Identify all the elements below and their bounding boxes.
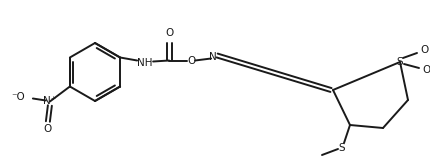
Text: O: O <box>187 55 195 66</box>
Text: S: S <box>338 143 344 153</box>
Text: O: O <box>422 65 430 75</box>
Text: S: S <box>396 57 402 67</box>
Text: O: O <box>44 124 52 135</box>
Text: N: N <box>209 52 216 62</box>
Text: O: O <box>420 45 428 55</box>
Text: N⁺: N⁺ <box>43 97 56 107</box>
Text: NH: NH <box>137 58 153 68</box>
Text: ⁻O: ⁻O <box>11 93 25 103</box>
Text: O: O <box>165 28 173 38</box>
